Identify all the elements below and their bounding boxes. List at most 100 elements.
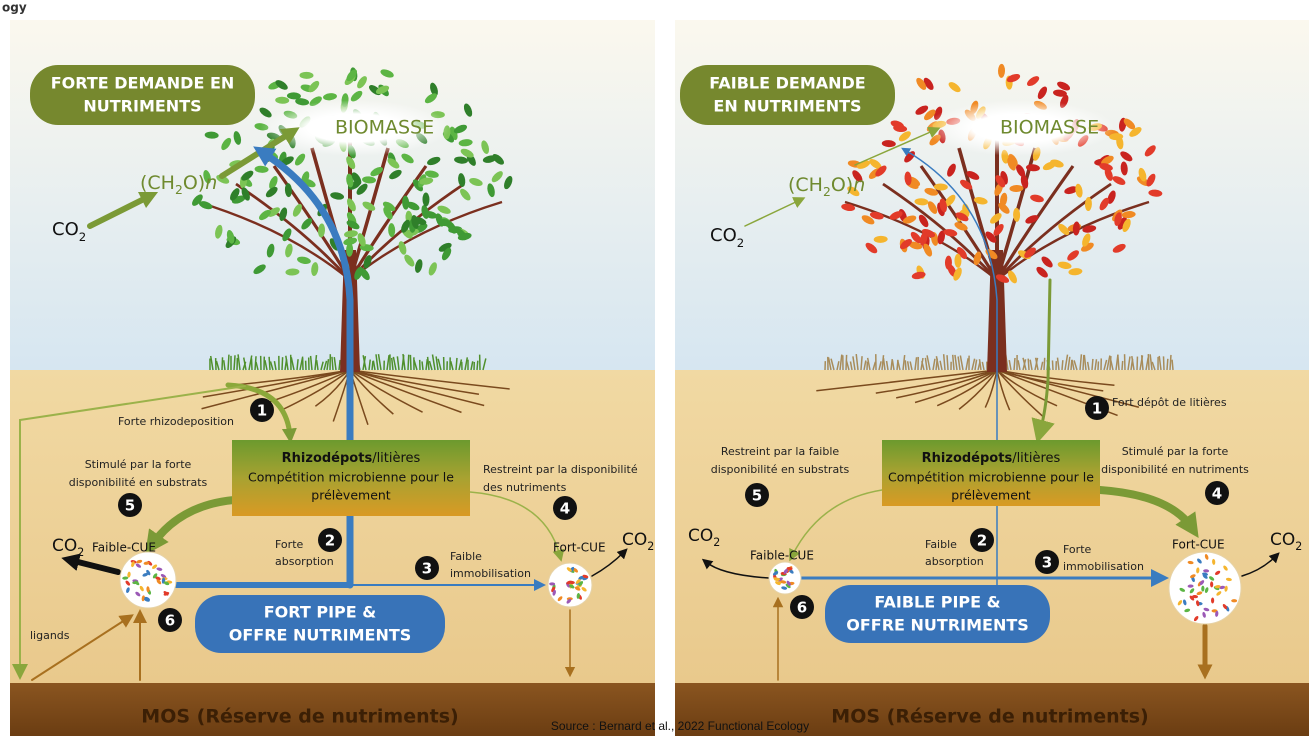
- grass: [1170, 355, 1171, 370]
- label-5: Restreint par la faible: [721, 445, 840, 458]
- grass: [1062, 360, 1063, 370]
- immobilisation: Forte: [1063, 543, 1092, 556]
- grass: [1148, 354, 1149, 370]
- absorption: absorption: [925, 555, 984, 568]
- absorption: Forte: [275, 538, 304, 551]
- box-title-main: Rhizodépots: [922, 451, 1013, 466]
- grass: [456, 358, 457, 370]
- grass: [477, 361, 478, 370]
- label-4: Stimulé par la forte: [1122, 445, 1229, 458]
- grass: [269, 357, 270, 370]
- badge-number: 3: [1042, 554, 1052, 572]
- grass: [1172, 360, 1173, 370]
- grass: [905, 360, 906, 370]
- badge-number: 4: [1212, 485, 1222, 503]
- biomasse: BIOMASSE: [1000, 117, 1099, 139]
- co2-part: CO: [52, 219, 79, 240]
- demand-text: EN NUTRIMENTS: [713, 97, 861, 116]
- pipe-text: OFFRE NUTRIMENTS: [229, 626, 412, 645]
- pipe-text: FAIBLE PIPE &: [874, 593, 1000, 612]
- pipe-text: FORT PIPE &: [264, 603, 377, 622]
- co2-right-part: 2: [647, 540, 654, 553]
- demand-text: FORTE DEMANDE EN: [51, 74, 235, 93]
- absorption: absorption: [275, 555, 334, 568]
- mos: MOS (Réserve de nutriments): [831, 706, 1148, 728]
- box-title: Rhizodépots/litières: [282, 451, 421, 466]
- badge-number: 6: [165, 612, 175, 630]
- ligands: ligands: [30, 629, 70, 642]
- badge-number: 1: [257, 402, 267, 420]
- co2-right-part: CO: [1270, 530, 1295, 550]
- faible-cue: Faible-CUE: [750, 549, 814, 563]
- grass: [1052, 360, 1053, 370]
- mos: MOS (Réserve de nutriments): [141, 706, 458, 728]
- co2-left-part: CO: [52, 536, 77, 556]
- badge-number: 2: [325, 532, 335, 550]
- grass: [1167, 359, 1168, 370]
- grass: [1083, 355, 1084, 370]
- process-label: Forte rhizodeposition: [118, 415, 234, 428]
- box-text: Compétition microbienne pour le: [248, 470, 454, 485]
- grass: [228, 355, 229, 370]
- box-title-suffix: /litières: [372, 451, 420, 466]
- box-text: Compétition microbienne pour le: [888, 470, 1094, 485]
- badge-number: 2: [977, 532, 987, 550]
- ch2o-part: (CH: [788, 174, 823, 196]
- badge-number: 6: [797, 599, 807, 617]
- absorption: Faible: [925, 538, 957, 551]
- grass: [234, 355, 235, 370]
- box-title-suffix: /litières: [1012, 451, 1060, 466]
- demand-text: NUTRIMENTS: [83, 97, 201, 116]
- grass: [1092, 359, 1093, 370]
- box-title: Rhizodépots/litières: [922, 451, 1061, 466]
- grass: [408, 355, 409, 370]
- co2-part: 2: [79, 230, 86, 244]
- badge-number: 3: [422, 560, 432, 578]
- co2-right-part: CO: [622, 530, 647, 550]
- box-text: prélèvement: [311, 488, 391, 503]
- badge-number: 5: [752, 487, 762, 505]
- label-5: Stimulé par la forte: [85, 458, 192, 471]
- co2-left-part: 2: [77, 546, 84, 559]
- co2-right-part: 2: [1295, 540, 1302, 553]
- co2-part: CO: [710, 225, 737, 246]
- co2-left-part: CO: [688, 526, 713, 546]
- co2-part: 2: [737, 236, 744, 250]
- grass: [861, 356, 862, 370]
- faible-cue: Faible-CUE: [92, 541, 156, 555]
- grass: [422, 361, 423, 370]
- grass: [410, 355, 411, 370]
- box-title-main: Rhizodépots: [282, 451, 373, 466]
- ch2o-part: O): [831, 174, 853, 196]
- diagram: ogy BIOMASSE FORTE DEMANDE EN NUTRIMENTS (C…: [0, 0, 1309, 736]
- box-text: prélèvement: [951, 488, 1031, 503]
- source: Source : Bernard et al., 2022 Functional…: [551, 719, 809, 733]
- grass: [1044, 358, 1045, 370]
- fort-cue: Fort-CUE: [553, 541, 606, 555]
- label-4: Restreint par la disponibilité: [483, 463, 638, 476]
- pipe-text: OFFRE NUTRIMENTS: [846, 616, 1029, 635]
- badge-number: 4: [560, 500, 570, 518]
- badge-number: 5: [125, 497, 135, 515]
- page: ogy BIOMASSE FORTE DEMANDE EN NUTRIMENTS (C…: [0, 0, 1309, 736]
- label-4: disponibilité en nutriments: [1101, 463, 1249, 476]
- badge-number: 1: [1092, 400, 1102, 418]
- demand-text: FAIBLE DEMANDE: [709, 74, 865, 93]
- ch2o-part: 2: [175, 183, 183, 197]
- ch2o-part: n: [205, 172, 217, 194]
- grass: [222, 357, 223, 370]
- label-4: des nutriments: [483, 481, 567, 494]
- process-label: Fort dépôt de litières: [1112, 396, 1227, 409]
- header-fragment: ogy: [2, 1, 27, 15]
- grass: [1122, 361, 1123, 370]
- immobilisation: immobilisation: [450, 567, 531, 580]
- ch2o-part: (CH: [140, 172, 175, 194]
- grass: [1028, 359, 1029, 370]
- label-5: disponibilité en substrats: [711, 463, 850, 476]
- grass: [282, 357, 283, 370]
- biomasse: BIOMASSE: [335, 117, 434, 139]
- label-5: disponibilité en substrats: [69, 476, 208, 489]
- co2-left-part: 2: [713, 536, 720, 549]
- immobilisation: immobilisation: [1063, 560, 1144, 573]
- ch2o-part: O): [183, 172, 205, 194]
